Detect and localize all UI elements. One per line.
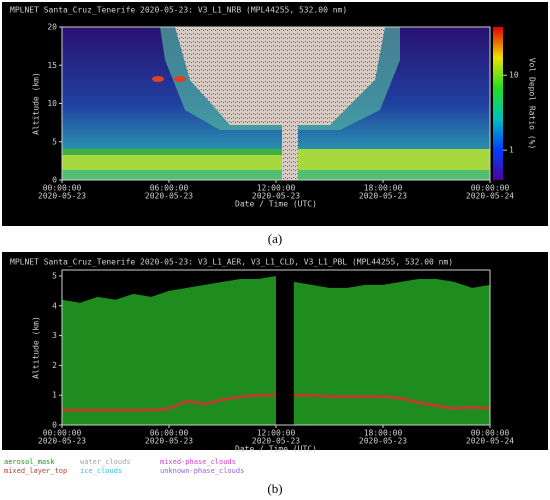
x-tick-label: 00:00:00 xyxy=(471,429,510,438)
x-tick-date: 2020-05-23 xyxy=(252,192,300,201)
y-tick-label: 1 xyxy=(52,391,57,400)
y-tick-label: 0 xyxy=(52,176,57,185)
legend-entry: ice_clouds xyxy=(80,467,122,475)
y-tick-label: 5 xyxy=(52,137,57,146)
y-tick-label: 2 xyxy=(52,361,57,370)
line xyxy=(293,393,491,411)
y-tick-label: 3 xyxy=(52,331,57,340)
x-axis-label: Date / Time (UTC) xyxy=(235,445,317,454)
caption: (a) xyxy=(268,231,282,246)
x-axis-label: Date / Time (UTC) xyxy=(235,200,317,209)
x-tick-label: 18:00:00 xyxy=(364,184,403,193)
colorbar-tick-label: 10 xyxy=(509,71,519,80)
x-tick-date: 2020-05-23 xyxy=(145,437,193,446)
x-tick-date: 2020-05-23 xyxy=(252,437,300,446)
x-tick-date: 2020-05-23 xyxy=(38,192,86,201)
x-tick-label: 12:00:00 xyxy=(257,184,296,193)
caption: (b) xyxy=(267,481,282,496)
x-tick-date: 2020-05-23 xyxy=(38,437,86,446)
y-tick-label: 10 xyxy=(47,99,57,108)
y-axis-label: Altitude (km) xyxy=(32,72,41,135)
legend-entry: aerosol_mask xyxy=(4,458,55,466)
y-tick-label: 20 xyxy=(47,23,57,32)
legend-entry: water_clouds xyxy=(80,458,131,466)
y-tick-label: 15 xyxy=(47,61,57,70)
area xyxy=(293,278,490,425)
colorbar xyxy=(493,27,503,180)
x-tick-label: 06:00:00 xyxy=(150,184,189,193)
legend-entry: mixed_layer_top xyxy=(4,467,67,475)
x-tick-date: 2020-05-23 xyxy=(359,437,407,446)
heatmap-image xyxy=(62,27,490,180)
x-tick-label: 18:00:00 xyxy=(364,429,403,438)
x-tick-date: 2020-05-24 xyxy=(466,437,514,446)
x-tick-date: 2020-05-23 xyxy=(145,192,193,201)
x-tick-label: 06:00:00 xyxy=(150,429,189,438)
colorbar-label: Vol Depol Ratio (%) xyxy=(528,58,537,150)
legend-entry: unknown-phase_clouds xyxy=(160,467,244,475)
x-tick-date: 2020-05-23 xyxy=(359,192,407,201)
y-tick-label: 4 xyxy=(52,301,57,310)
x-tick-label: 00:00:00 xyxy=(471,184,510,193)
chart-title: MPLNET Santa_Cruz_Tenerife 2020-05-23: V… xyxy=(10,6,347,15)
y-axis-label: Altitude (km) xyxy=(32,316,41,379)
legend-entry: mixed-phase_clouds xyxy=(160,458,236,466)
y-tick-label: 5 xyxy=(52,271,57,280)
colorbar-tick-label: 1 xyxy=(509,146,514,155)
x-tick-date: 2020-05-24 xyxy=(466,192,514,201)
x-tick-label: 00:00:00 xyxy=(43,184,82,193)
y-tick-label: 0 xyxy=(52,421,57,430)
chart-title: MPLNET Santa_Cruz_Tenerife 2020-05-23: V… xyxy=(10,258,453,267)
line xyxy=(62,393,276,412)
x-tick-label: 12:00:00 xyxy=(257,429,296,438)
area xyxy=(62,275,276,425)
x-tick-label: 00:00:00 xyxy=(43,429,82,438)
